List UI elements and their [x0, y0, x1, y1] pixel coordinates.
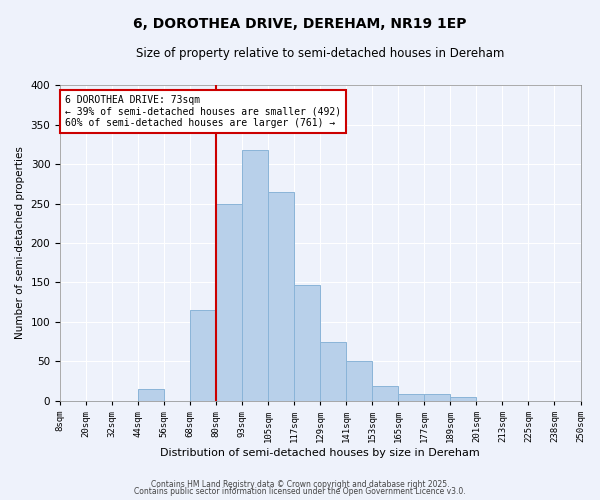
Bar	[294, 285, 320, 401]
Bar	[320, 342, 346, 400]
Text: 6, DOROTHEA DRIVE, DEREHAM, NR19 1EP: 6, DOROTHEA DRIVE, DEREHAM, NR19 1EP	[133, 18, 467, 32]
X-axis label: Distribution of semi-detached houses by size in Dereham: Distribution of semi-detached houses by …	[160, 448, 480, 458]
Title: Size of property relative to semi-detached houses in Dereham: Size of property relative to semi-detach…	[136, 48, 505, 60]
Bar	[398, 394, 424, 400]
Bar	[268, 192, 294, 400]
Bar	[216, 204, 242, 400]
Text: Contains HM Land Registry data © Crown copyright and database right 2025.: Contains HM Land Registry data © Crown c…	[151, 480, 449, 489]
Bar	[424, 394, 451, 400]
Bar	[242, 150, 268, 401]
Bar	[190, 310, 216, 400]
Bar	[373, 386, 398, 400]
Bar	[451, 396, 476, 400]
Y-axis label: Number of semi-detached properties: Number of semi-detached properties	[15, 146, 25, 340]
Text: Contains public sector information licensed under the Open Government Licence v3: Contains public sector information licen…	[134, 488, 466, 496]
Bar	[346, 361, 373, 401]
Text: 6 DOROTHEA DRIVE: 73sqm
← 39% of semi-detached houses are smaller (492)
60% of s: 6 DOROTHEA DRIVE: 73sqm ← 39% of semi-de…	[65, 94, 341, 128]
Bar	[138, 389, 164, 400]
